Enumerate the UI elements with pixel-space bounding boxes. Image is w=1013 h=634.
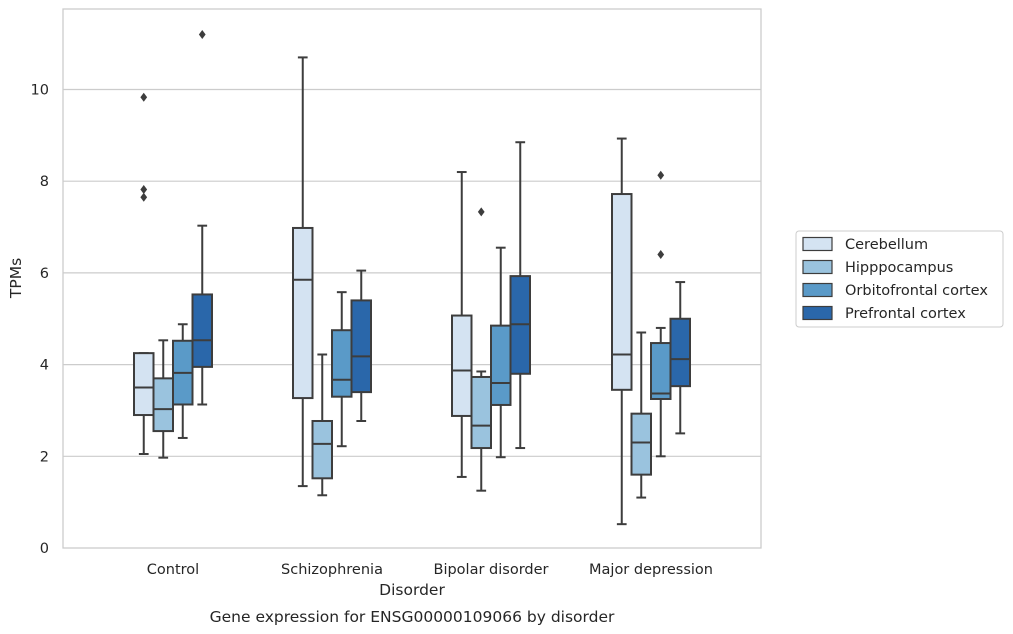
x-tick-label: Control bbox=[147, 562, 199, 578]
box-body bbox=[292, 226, 314, 400]
box-body bbox=[331, 329, 353, 398]
outlier-point bbox=[140, 92, 148, 102]
box-hipppocampus bbox=[311, 353, 333, 497]
x-tick-label: Major depression bbox=[589, 562, 713, 578]
x-tick-label: Bipolar disorder bbox=[434, 562, 549, 578]
legend-frame bbox=[795, 230, 1004, 328]
box-cerebellum bbox=[611, 137, 633, 526]
y-tick-label: 8 bbox=[40, 174, 49, 190]
box-body bbox=[490, 324, 512, 406]
box-body bbox=[451, 314, 473, 417]
box-orbitofrontal-cortex bbox=[650, 170, 672, 458]
legend-swatch bbox=[802, 282, 833, 298]
x-axis-title: Disorder bbox=[379, 581, 445, 599]
boxes bbox=[133, 29, 691, 526]
box-body bbox=[630, 412, 652, 476]
box-prefrontal-cortex bbox=[350, 269, 372, 422]
box-prefrontal-cortex bbox=[509, 141, 531, 450]
box-body bbox=[133, 352, 155, 417]
legend-label: Hipppocampus bbox=[845, 260, 953, 276]
box-body bbox=[350, 299, 372, 394]
y-tick-label: 10 bbox=[31, 83, 49, 99]
box-prefrontal-cortex bbox=[191, 29, 213, 406]
y-tick-label: 6 bbox=[40, 266, 49, 282]
outlier-point bbox=[198, 29, 206, 39]
outlier-point bbox=[140, 184, 148, 194]
chart-caption: Gene expression for ENSG00000109066 by d… bbox=[210, 608, 615, 626]
legend-label: Cerebellum bbox=[845, 237, 928, 253]
box-body bbox=[650, 342, 672, 400]
box-body bbox=[611, 193, 633, 391]
y-tick-label: 2 bbox=[40, 449, 49, 465]
box-body bbox=[191, 293, 213, 368]
box-cerebellum bbox=[133, 92, 155, 456]
y-tick-labels: 0 2 4 6 8 10 bbox=[31, 83, 49, 558]
box-body bbox=[152, 377, 174, 433]
box-orbitofrontal-cortex bbox=[172, 323, 194, 439]
y-tick-label: 4 bbox=[40, 358, 49, 374]
y-axis-title: TPMs bbox=[7, 258, 25, 299]
box-body bbox=[311, 419, 333, 480]
legend-label: Prefrontal cortex bbox=[845, 306, 966, 322]
legend-swatch bbox=[802, 259, 833, 275]
legend: Cerebellum Hipppocampus Orbitofrontal cort… bbox=[795, 230, 1004, 328]
y-tick-label: 0 bbox=[40, 541, 49, 557]
box-body bbox=[470, 375, 492, 450]
outlier-point bbox=[657, 250, 665, 260]
legend-swatch bbox=[802, 305, 833, 321]
box-hipppocampus bbox=[470, 207, 492, 492]
outlier-point bbox=[477, 207, 485, 217]
box-cerebellum bbox=[292, 56, 314, 488]
box-prefrontal-cortex bbox=[669, 281, 691, 435]
box-body bbox=[669, 317, 691, 388]
box-cerebellum bbox=[451, 171, 473, 478]
x-tick-label: Schizophrenia bbox=[281, 562, 383, 578]
outlier-point bbox=[657, 170, 665, 180]
legend-label: Orbitofrontal cortex bbox=[845, 283, 988, 299]
box-hipppocampus bbox=[630, 331, 652, 499]
box-orbitofrontal-cortex bbox=[490, 246, 512, 459]
legend-swatch bbox=[802, 236, 833, 252]
x-tick-labels: Control Schizophrenia Bipolar disorder Majo… bbox=[147, 562, 713, 578]
outlier-point bbox=[140, 192, 148, 202]
box-orbitofrontal-cortex bbox=[331, 291, 353, 448]
box-hipppocampus bbox=[152, 339, 174, 459]
